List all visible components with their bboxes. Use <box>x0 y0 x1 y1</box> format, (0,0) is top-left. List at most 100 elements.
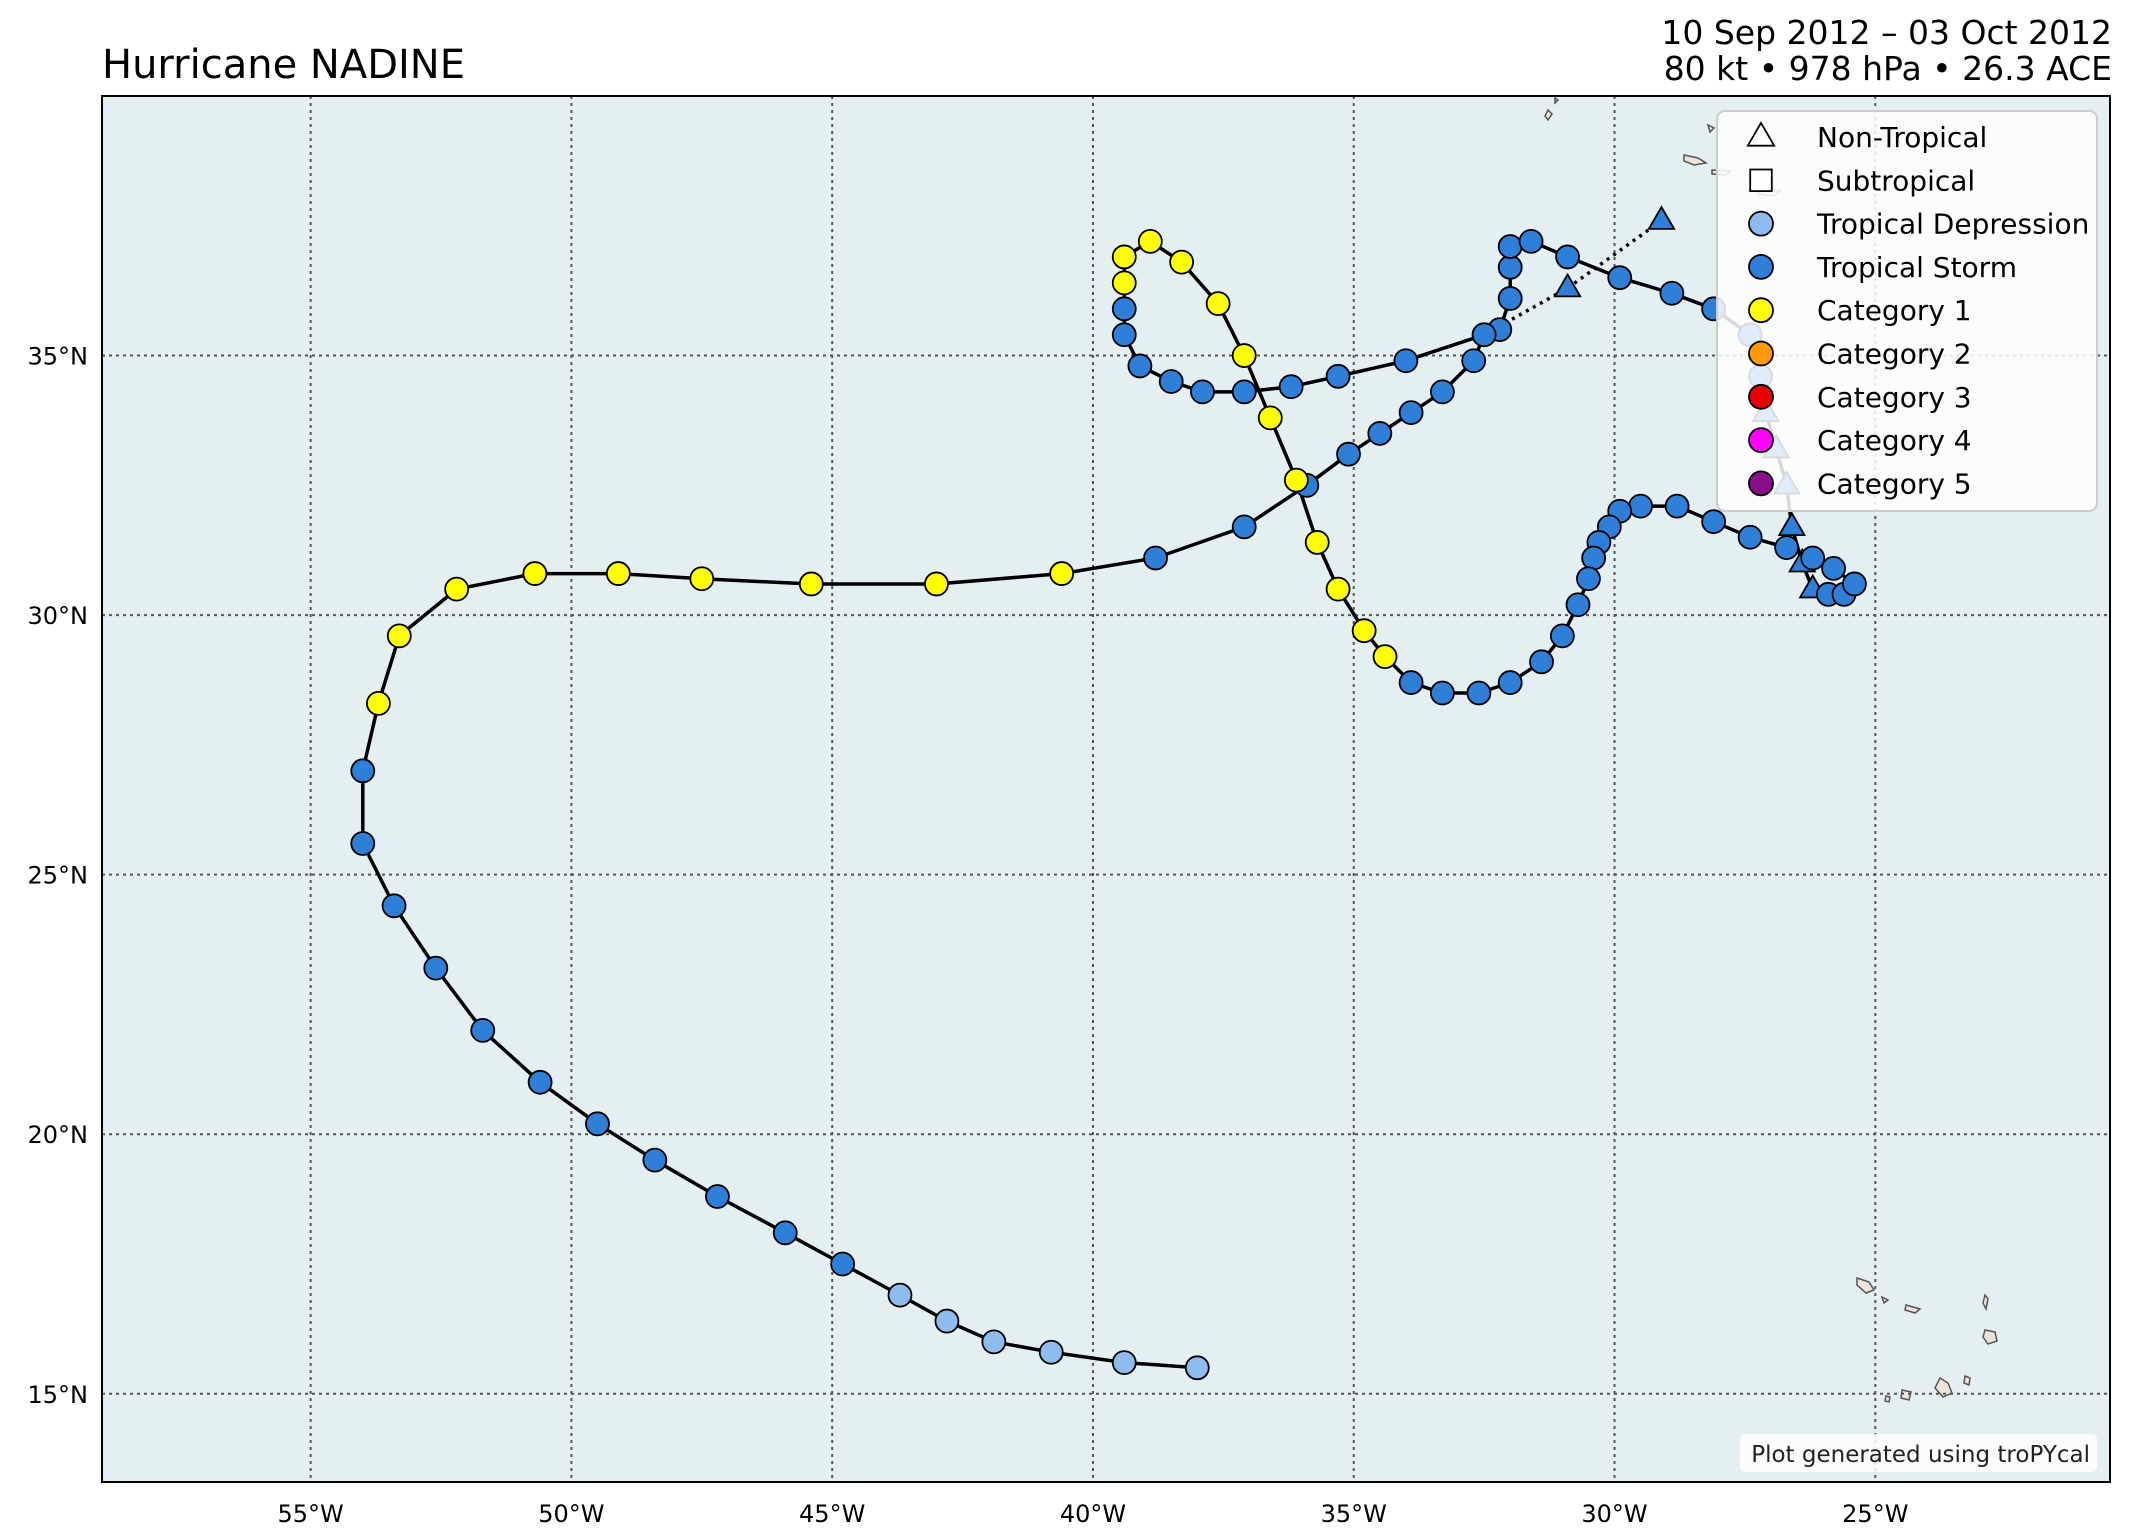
track-point <box>1529 649 1554 675</box>
legend-marker <box>1748 383 1774 410</box>
track-point <box>1111 322 1137 348</box>
lat-tick-label: 35°N <box>28 343 89 371</box>
track-point <box>1111 1350 1137 1376</box>
track-point <box>1137 228 1163 254</box>
track-point <box>1461 348 1487 374</box>
track-point <box>1336 441 1361 467</box>
track-point <box>1325 576 1351 602</box>
cape-verde-island <box>1884 1395 1891 1403</box>
credit-background <box>1740 1434 2097 1472</box>
track-point <box>981 1329 1007 1355</box>
track-point <box>1184 1355 1210 1381</box>
legend-label: Non-Tropical <box>1817 121 1987 154</box>
track-point <box>1143 545 1168 571</box>
legend-box <box>1716 110 2098 512</box>
track-point <box>689 566 715 592</box>
legend-label: Category 3 <box>1817 381 1972 414</box>
track-point <box>798 571 824 597</box>
track-point <box>1393 348 1419 374</box>
track-point <box>1111 244 1137 270</box>
track-point <box>1398 670 1424 695</box>
credit-text: Plot generated using troPYcal <box>1751 1442 2090 1468</box>
land-features <box>1544 96 1998 1403</box>
track-point <box>1430 680 1455 706</box>
track-point <box>1549 623 1575 649</box>
lon-tick-label: 55°W <box>277 1500 343 1528</box>
track-point <box>1158 369 1184 394</box>
track-point <box>470 1017 496 1043</box>
track-point <box>1555 244 1580 270</box>
track-point <box>350 758 376 784</box>
credit-box: Plot generated using troPYcal <box>1740 1434 2097 1472</box>
track-point <box>1576 566 1601 592</box>
lat-tick-label: 25°N <box>28 862 89 890</box>
cape-verde-island <box>1900 1389 1912 1401</box>
legend-marker <box>1746 121 1776 147</box>
legend-marker <box>1748 210 1774 237</box>
track-point <box>1127 353 1153 379</box>
track-point <box>1231 514 1257 540</box>
track-point <box>527 1069 553 1095</box>
legend-label: Category 2 <box>1817 338 1972 371</box>
track-point <box>1257 405 1283 431</box>
lat-tick-label: 30°N <box>28 602 89 630</box>
legend-label: Tropical Storm <box>1816 251 2017 284</box>
track-point <box>1325 363 1351 389</box>
track-point <box>1647 205 1676 230</box>
track-point <box>1659 280 1685 306</box>
azores-island <box>1554 96 1560 105</box>
track-point <box>1842 571 1867 597</box>
storm-title: Hurricane NADINE <box>102 42 465 88</box>
track-point <box>1628 493 1653 519</box>
track-point <box>1304 530 1330 555</box>
track-point <box>444 576 470 602</box>
lon-tick-label: 25°W <box>1842 1500 1908 1528</box>
track-point <box>1497 286 1523 311</box>
track-point <box>1553 272 1582 298</box>
track-point <box>366 690 391 716</box>
legend-label: Category 5 <box>1817 467 1972 500</box>
track-point <box>1607 265 1633 291</box>
cape-verde-island <box>1982 1329 1998 1345</box>
lat-tick-label: 20°N <box>28 1121 89 1149</box>
track-point <box>585 1111 610 1137</box>
cape-verde-island <box>1963 1374 1971 1387</box>
track-point <box>1169 249 1195 275</box>
track-point <box>386 623 412 649</box>
track-point <box>1737 524 1763 550</box>
lon-tick-label: 35°W <box>1321 1500 1387 1528</box>
track-point <box>642 1147 668 1173</box>
legend-marker <box>1748 297 1774 324</box>
legend-label: Category 1 <box>1817 294 1972 327</box>
axis-ticks: 55°W 50°W 45°W 40°W 35°W 30°W 25°W 15°N 20°N 25°N… <box>28 343 1909 1528</box>
track-point <box>1800 545 1826 571</box>
track-point <box>830 1251 856 1277</box>
track-point <box>1471 322 1497 348</box>
storm-stats: 80 kt • 978 hPa • 26.3 ACE <box>1664 49 2112 88</box>
cape-verde-island <box>1856 1276 1876 1294</box>
track-point <box>1367 421 1393 446</box>
track-point <box>350 831 376 856</box>
track-point <box>1231 343 1257 368</box>
track-point <box>1111 296 1137 322</box>
legend-label: Subtropical <box>1817 164 1975 197</box>
lat-tick-label: 15°N <box>28 1381 89 1409</box>
legend-label: Tropical Depression <box>1816 208 2089 241</box>
cape-verde-island <box>1982 1293 1989 1312</box>
track-point <box>1497 254 1523 280</box>
legend-label: Category 4 <box>1817 424 1972 457</box>
track-point <box>1372 644 1398 670</box>
legend-marker <box>1748 253 1774 280</box>
cape-verde-island <box>1934 1376 1953 1398</box>
legend-marker <box>1748 470 1774 497</box>
lon-tick-label: 45°W <box>799 1500 865 1528</box>
track-point <box>1497 234 1523 259</box>
lon-tick-label: 40°W <box>1060 1500 1126 1528</box>
track-point <box>1466 680 1492 706</box>
legend-marker <box>1748 427 1774 454</box>
legend: Non-Tropical Subtropical Tropical Depressi… <box>1716 110 2098 512</box>
track-point <box>1351 618 1377 644</box>
cape-verde-island <box>1880 1295 1890 1305</box>
date-range: 10 Sep 2012 – 03 Oct 2012 <box>1661 13 2112 52</box>
